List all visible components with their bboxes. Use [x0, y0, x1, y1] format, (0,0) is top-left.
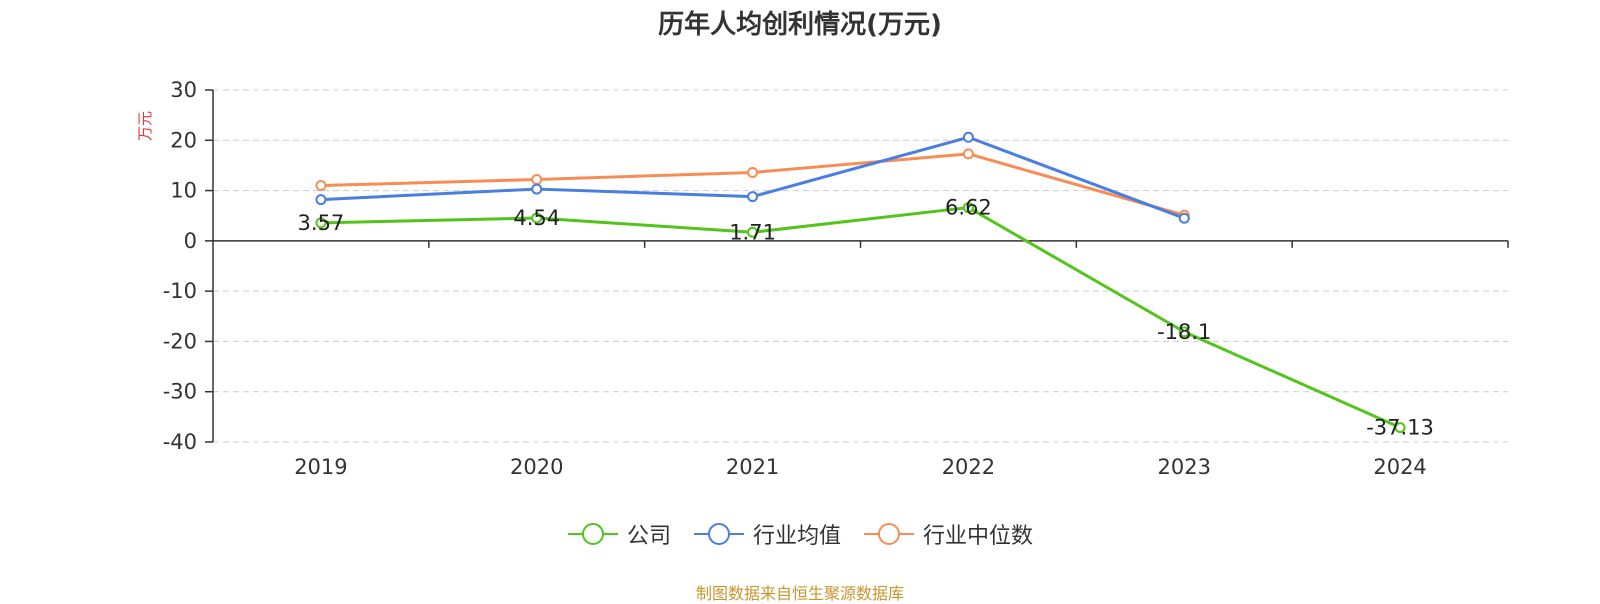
data-labels: 3.57 4.54 1.71 6.62 -18.1 -37.13	[298, 196, 1434, 440]
data-point[interactable]	[962, 148, 974, 160]
data-point[interactable]	[962, 131, 974, 143]
data-label: 6.62	[945, 196, 992, 220]
x-tick-label: 2020	[510, 455, 563, 479]
data-label: 3.57	[298, 211, 345, 235]
data-point[interactable]	[531, 212, 543, 224]
source-note: 制图数据来自恒生聚源数据库	[695, 584, 904, 603]
legend-label: 行业均值	[752, 524, 841, 549]
data-point[interactable]	[1178, 212, 1190, 224]
y-tick-label: -10	[163, 279, 197, 303]
y-tick-label: 30	[170, 78, 197, 102]
x-tick-label: 2021	[726, 455, 779, 479]
x-tick-label: 2023	[1158, 455, 1211, 479]
legend-label: 公司	[626, 524, 671, 549]
legend-item[interactable]: 公司	[567, 518, 671, 550]
series-line	[320, 206, 1401, 429]
legend-marker-icon	[567, 523, 618, 545]
y-axis-label: 万元	[136, 111, 154, 141]
data-point[interactable]	[315, 194, 327, 206]
data-point[interactable]	[531, 183, 543, 195]
data-point[interactable]	[1178, 326, 1190, 338]
y-tick-label: 20	[170, 128, 197, 152]
data-point[interactable]	[315, 180, 327, 192]
legend-marker-icon	[693, 523, 744, 545]
series-line	[320, 152, 1185, 217]
data-label: -18.1	[1157, 320, 1211, 344]
data-point[interactable]	[531, 174, 543, 186]
x-tick-label: 2024	[1373, 455, 1426, 479]
data-label: 1.71	[729, 220, 776, 244]
legend-label: 行业中位数	[923, 524, 1034, 549]
data-label: -37.13	[1366, 416, 1434, 440]
data-point[interactable]	[747, 191, 759, 203]
y-tick-label: -40	[163, 430, 197, 454]
y-tick-label: -20	[163, 329, 197, 353]
data-point[interactable]	[962, 202, 974, 214]
y-tick-label: 10	[170, 179, 197, 203]
axes: 30 20 10 0 -10 -20 -30 -40 2019 2020 2021 2022 2023 2…	[136, 78, 1509, 479]
series-lines	[315, 131, 1406, 434]
chart-title: 历年人均创利情况(万元)	[658, 10, 942, 40]
y-tick-label: 0	[184, 229, 197, 253]
y-tick-label: -30	[163, 380, 197, 404]
grid-lines	[213, 89, 1508, 443]
data-point[interactable]	[747, 226, 759, 238]
legend: 公司 行业均值 行业中位数	[0, 518, 1600, 550]
data-label: 4.54	[513, 206, 560, 230]
x-tick-label: 2022	[942, 455, 995, 479]
legend-item[interactable]: 行业中位数	[863, 518, 1033, 550]
legend-marker-icon	[864, 523, 914, 545]
data-point[interactable]	[747, 166, 759, 178]
data-point[interactable]	[1394, 422, 1406, 434]
legend-item[interactable]: 行业均值	[693, 518, 841, 550]
x-tick-label: 2019	[294, 455, 347, 479]
data-point[interactable]	[315, 217, 327, 229]
